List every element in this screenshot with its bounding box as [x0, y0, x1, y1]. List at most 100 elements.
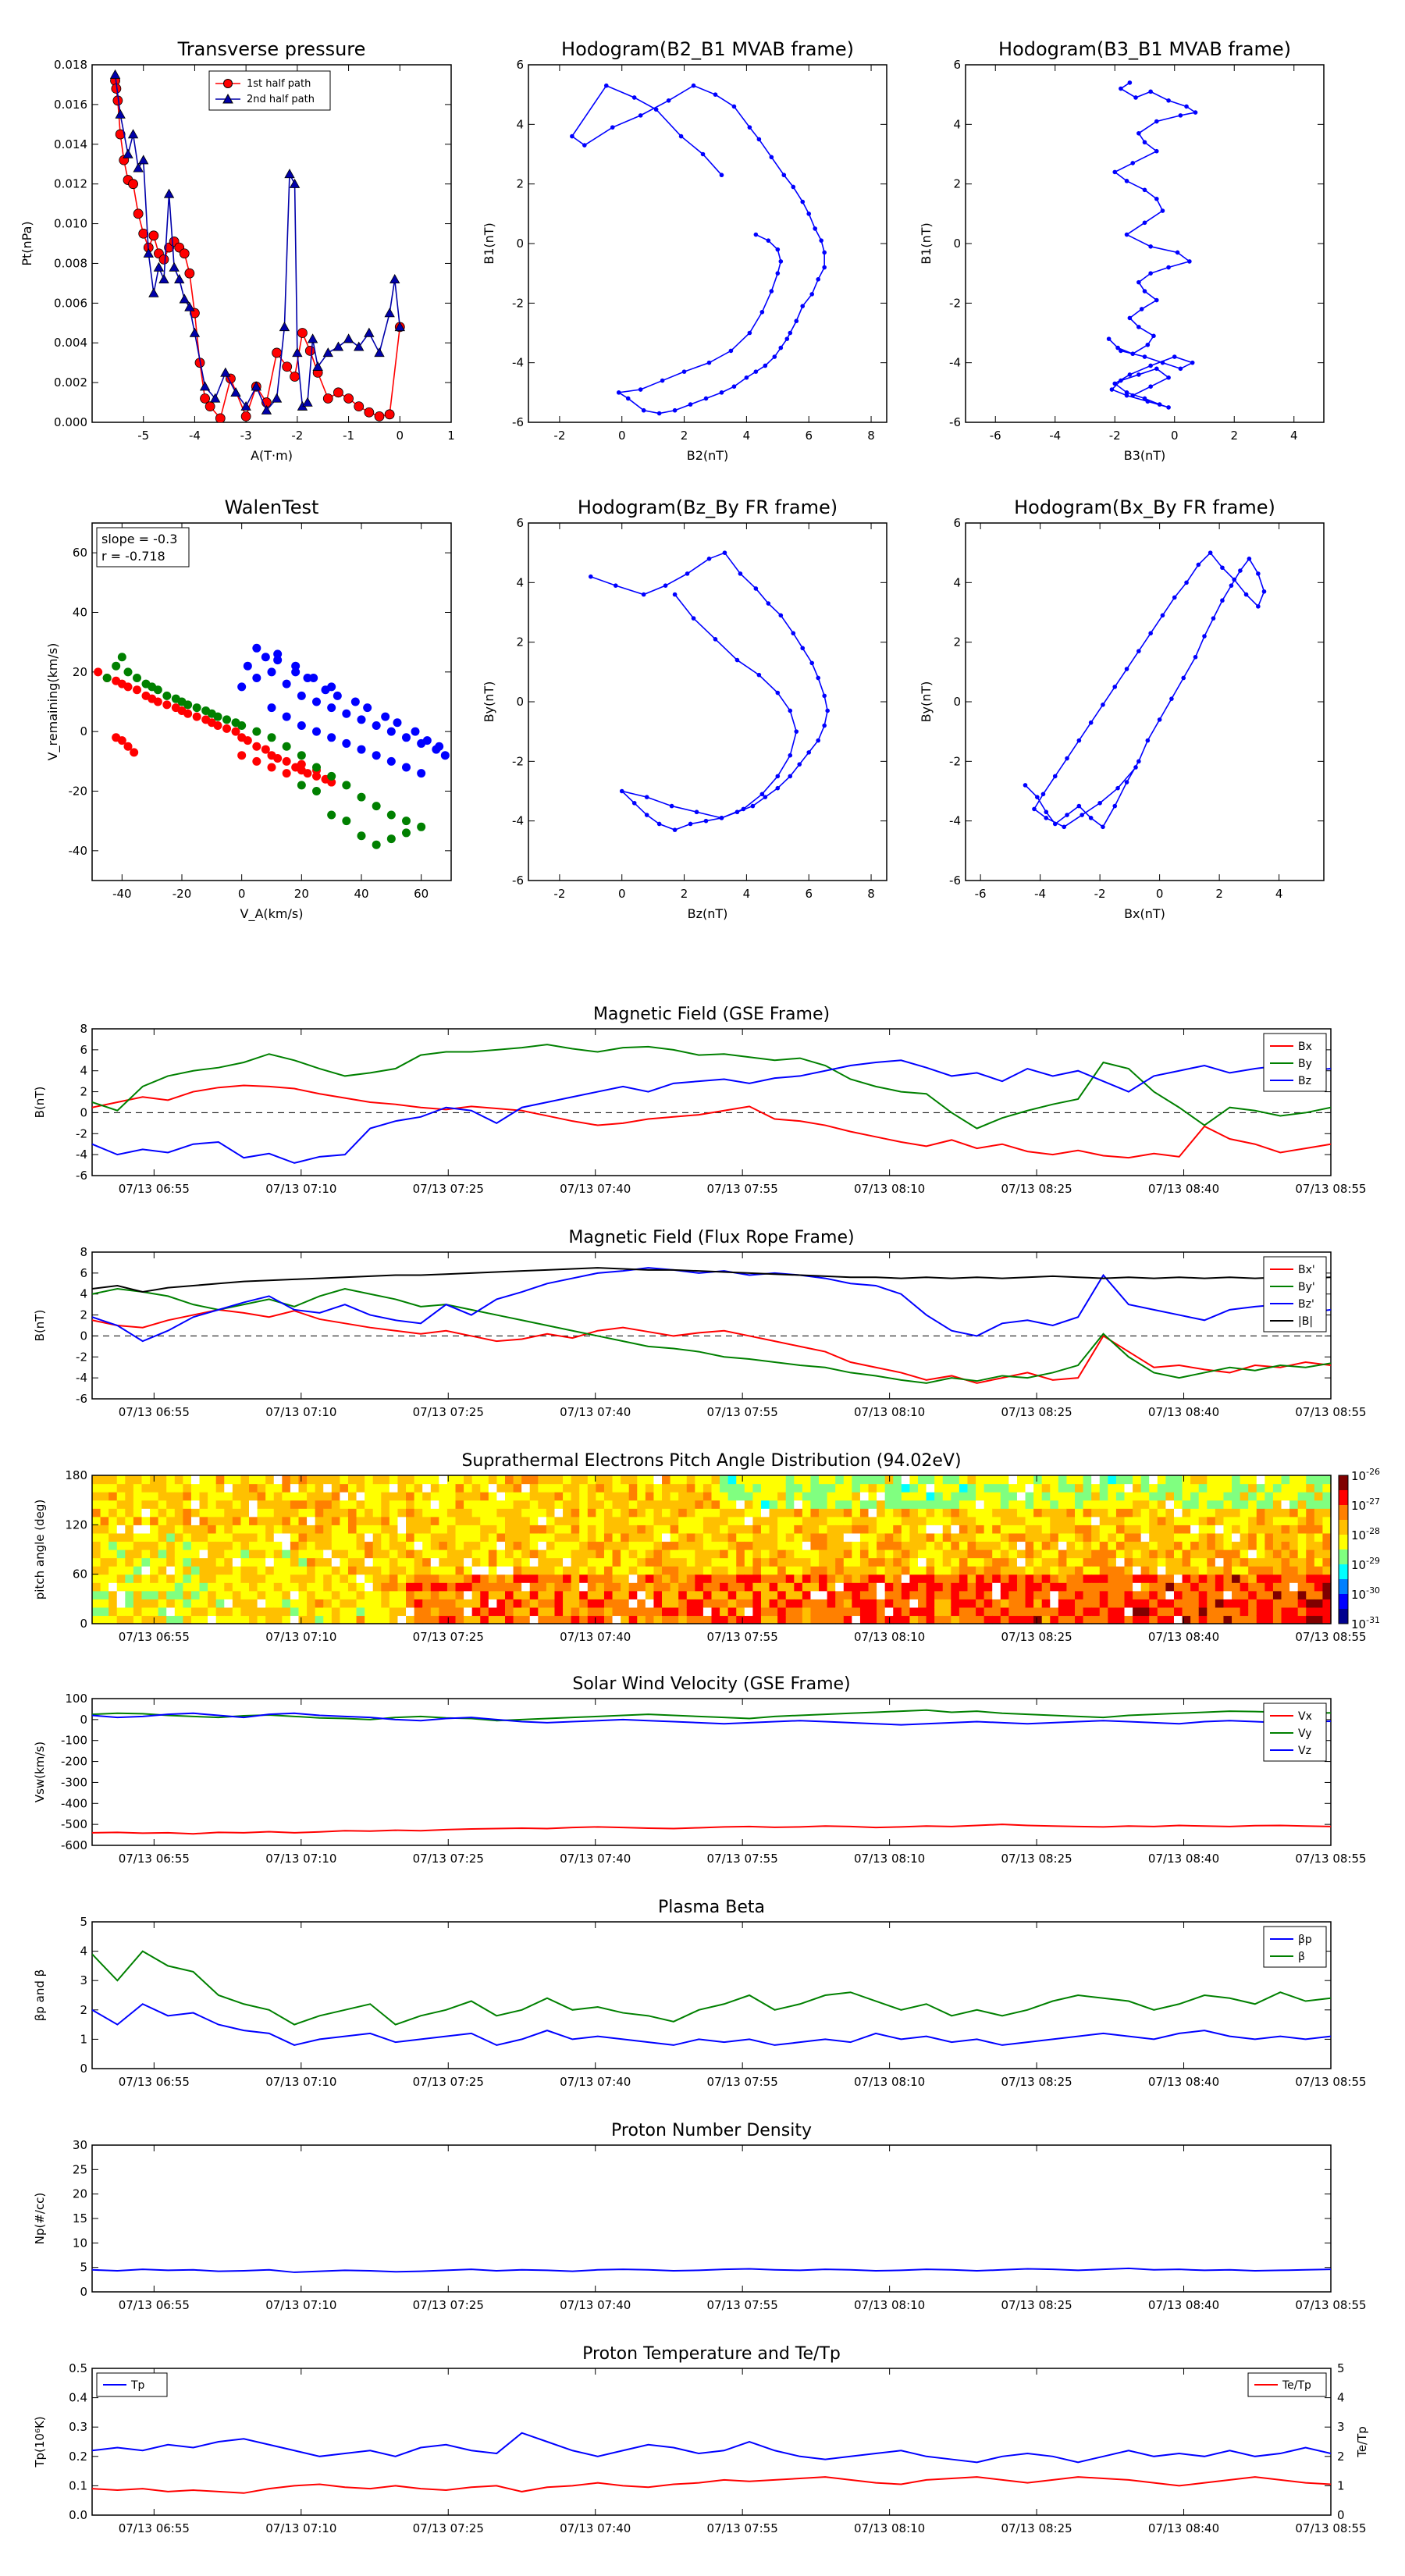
heatmap-cell	[662, 1590, 671, 1599]
heatmap-cell	[653, 1557, 663, 1567]
heatmap-cell	[150, 1599, 159, 1608]
heatmap-cell	[959, 1590, 969, 1599]
y-tick-label: 0.002	[54, 375, 87, 390]
heatmap-cell	[505, 1582, 514, 1592]
heatmap-cell	[116, 1599, 126, 1608]
heatmap-cell	[455, 1566, 464, 1575]
heatmap-cell	[662, 1500, 671, 1509]
heatmap-cell	[1232, 1615, 1241, 1624]
heatmap-cell	[884, 1582, 894, 1592]
heatmap-cell	[695, 1557, 704, 1567]
heatmap-cell	[563, 1599, 572, 1608]
heatmap-cell	[571, 1599, 580, 1608]
heatmap-cell	[637, 1516, 646, 1525]
heatmap-cell	[183, 1615, 192, 1624]
heatmap-cell	[488, 1532, 498, 1542]
heatmap-cell	[529, 1606, 539, 1617]
heatmap-cell	[934, 1541, 944, 1550]
data-point	[756, 137, 762, 142]
heatmap-cell	[381, 1532, 390, 1542]
heatmap-cell	[951, 1541, 960, 1550]
heatmap-cell	[918, 1516, 927, 1525]
heatmap-cell	[1000, 1525, 1009, 1534]
heatmap-cell	[158, 1516, 167, 1525]
heatmap-cell	[290, 1525, 300, 1534]
heatmap-cell	[116, 1550, 126, 1559]
heatmap-cell	[365, 1590, 374, 1599]
data-point	[343, 333, 354, 343]
heatmap-cell	[1173, 1574, 1183, 1583]
heatmap-cell	[934, 1606, 944, 1617]
heatmap-cell	[133, 1541, 143, 1550]
heatmap-cell	[893, 1475, 902, 1485]
heatmap-cell	[554, 1582, 564, 1592]
heatmap-cell	[769, 1525, 778, 1534]
heatmap-cell	[1264, 1615, 1274, 1624]
heatmap-cell	[877, 1582, 886, 1592]
heatmap-cell	[1190, 1550, 1200, 1559]
heatmap-cell	[1314, 1606, 1324, 1617]
heatmap-cell	[125, 1516, 134, 1525]
heatmap-cell	[1297, 1541, 1307, 1550]
x-axis-label: B2(nT)	[687, 448, 729, 463]
data-point	[386, 727, 396, 736]
heatmap-cell	[505, 1574, 514, 1583]
heatmap-cell	[1140, 1606, 1150, 1617]
data-point	[417, 769, 426, 778]
heatmap-cell	[249, 1475, 258, 1485]
heatmap-cell	[769, 1550, 778, 1559]
heatmap-cell	[1306, 1500, 1315, 1509]
y-tick-label: -2	[949, 296, 961, 310]
data-point	[775, 785, 781, 791]
heatmap-cell	[596, 1500, 605, 1509]
heatmap-cell	[702, 1599, 713, 1608]
heatmap-cell	[752, 1500, 762, 1509]
heatmap-cell	[439, 1532, 448, 1542]
heatmap-cell	[133, 1550, 143, 1559]
heatmap-cell	[422, 1606, 432, 1617]
heatmap-cell	[868, 1566, 877, 1575]
heatmap-cell	[1050, 1582, 1059, 1592]
heatmap-cell	[356, 1483, 365, 1493]
chart-title: Magnetic Field (GSE Frame)	[593, 1005, 830, 1024]
heatmap-cell	[587, 1483, 596, 1493]
x-tick-label: 07/13 06:55	[119, 2298, 190, 2312]
heatmap-cell	[794, 1582, 803, 1592]
heatmap-cell	[257, 1599, 266, 1608]
heatmap-cell	[365, 1525, 374, 1534]
heatmap-cell	[1140, 1483, 1150, 1493]
heatmap-cell	[1322, 1475, 1332, 1485]
heatmap-cell	[976, 1475, 985, 1485]
heatmap-cell	[1157, 1541, 1166, 1550]
heatmap-cell	[877, 1483, 886, 1493]
heatmap-cell	[224, 1574, 233, 1583]
heatmap-cell	[1050, 1615, 1059, 1624]
heatmap-cell	[628, 1599, 638, 1608]
data-point	[672, 592, 678, 597]
heatmap-cell	[290, 1566, 300, 1575]
heatmap-cell	[174, 1599, 183, 1608]
heatmap-cell	[827, 1541, 836, 1550]
heatmap-cell	[884, 1500, 894, 1509]
heatmap-cell	[909, 1574, 919, 1583]
heatmap-cell	[1115, 1483, 1126, 1493]
heatmap-cell	[505, 1599, 514, 1608]
heatmap-cell	[967, 1508, 976, 1517]
data-point	[220, 367, 231, 377]
heatmap-cell	[257, 1550, 266, 1559]
heatmap-cell	[859, 1550, 870, 1559]
heatmap-cell	[1091, 1566, 1101, 1575]
heatmap-cell	[653, 1574, 663, 1583]
heatmap-cell	[1207, 1475, 1216, 1485]
heatmap-cell	[158, 1574, 167, 1583]
heatmap-cell	[1165, 1599, 1175, 1608]
heatmap-cell	[471, 1574, 481, 1583]
heatmap-cell	[455, 1516, 464, 1525]
heatmap-cell	[265, 1599, 275, 1608]
heatmap-cell	[884, 1550, 894, 1559]
heatmap-cell	[488, 1475, 498, 1485]
heatmap-cell	[150, 1483, 159, 1493]
heatmap-cell	[843, 1590, 852, 1599]
data-point	[109, 69, 121, 79]
x-tick-label: 07/13 08:25	[1001, 2298, 1072, 2312]
